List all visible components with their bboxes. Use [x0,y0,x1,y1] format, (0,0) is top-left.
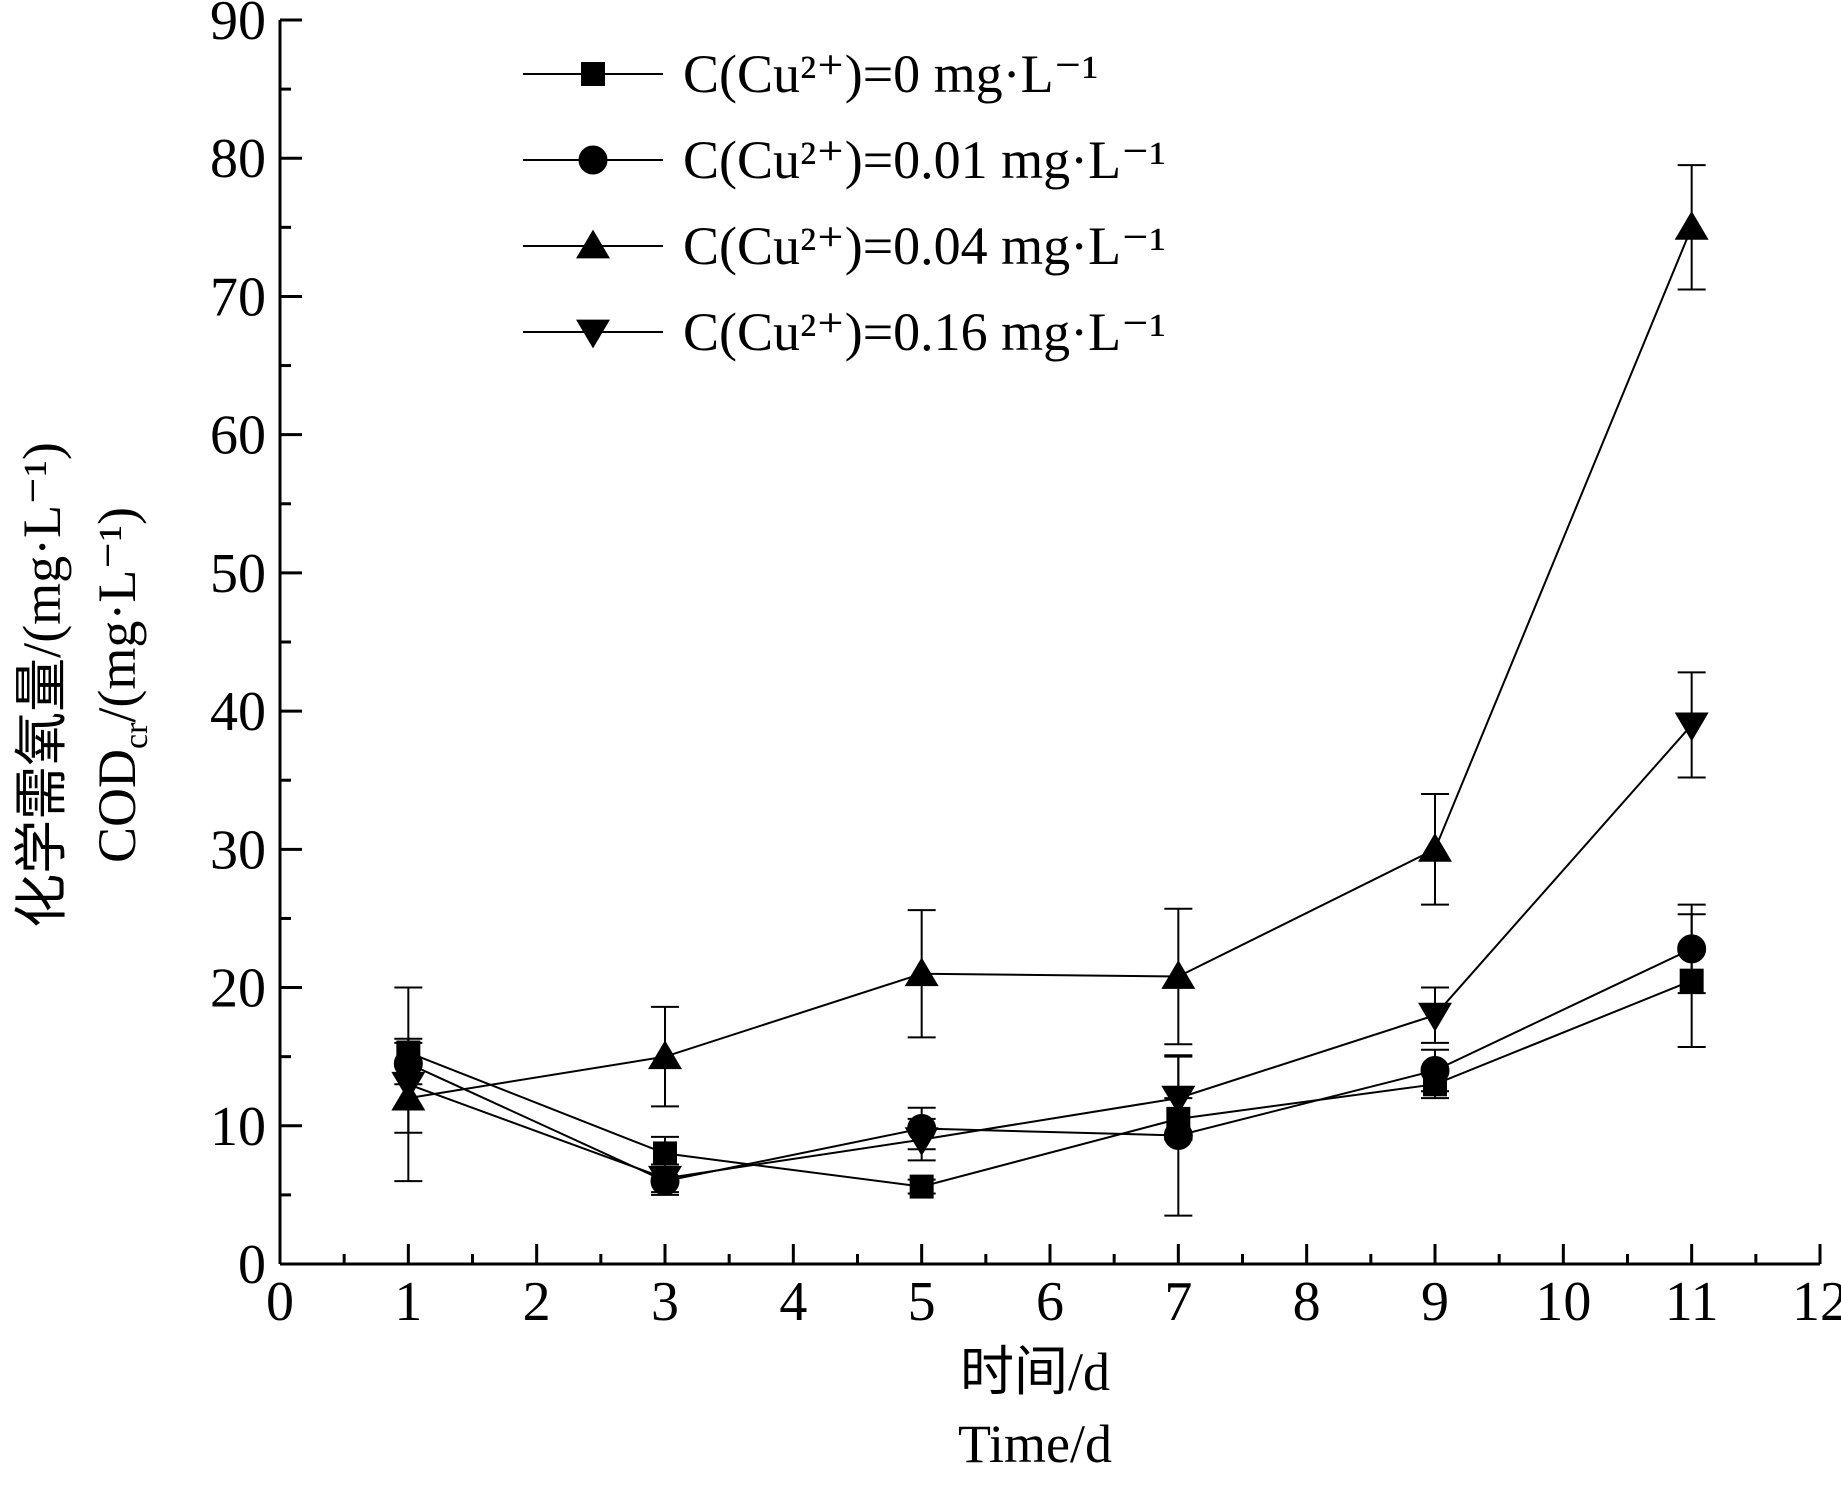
data-point [1418,1002,1452,1032]
x-tick-label: 6 [1036,1271,1064,1333]
legend-text: C(Cu²⁺)=0.01 mg·L⁻¹ [683,130,1166,190]
legend-text: C(Cu²⁺)=0 mg·L⁻¹ [683,44,1098,104]
data-point [1674,210,1709,240]
y-tick-label: 60 [210,405,266,467]
data-point [653,1141,677,1166]
series-line [407,724,1693,1180]
series-group [391,164,1709,1217]
legend-item: C(Cu²⁺)=0 mg·L⁻¹ [523,44,1098,104]
y-axis-ticks: 0 10 20 30 40 50 60 70 80 90 [210,0,302,1296]
data-point [648,1040,682,1070]
legend-item: C(Cu²⁺)=0.04 mg·L⁻¹ [523,216,1166,276]
series-line [407,947,1693,1183]
y-tick-label: 50 [210,543,266,605]
y-axis-label-en-main: COD [87,749,147,863]
series-triangle-down [391,671,1709,1195]
x-axis-label-cn: 时间/d [960,1342,1110,1402]
axes [278,20,1820,1266]
data-point [909,1174,934,1199]
x-tick-label: 0 [266,1271,294,1333]
legend-text: C(Cu²⁺)=0.04 mg·L⁻¹ [683,216,1166,276]
y-axis-label-en-unit: /(mg·L⁻¹) [87,507,147,723]
x-tick-label: 1 [394,1271,422,1333]
y-axis-label-cn: 化学需氧量/(mg·L⁻¹) [12,442,72,928]
legend: C(Cu²⁺)=0 mg·L⁻¹ C(Cu²⁺)=0.01 mg·L⁻¹ C(Cu²… [523,44,1166,362]
data-point [1161,960,1196,989]
legend-item: C(Cu²⁺)=0.01 mg·L⁻¹ [523,130,1166,190]
series-line [407,979,1693,1188]
data-point [648,1165,682,1195]
y-tick-label: 30 [210,819,266,881]
x-tick-label: 10 [1535,1271,1591,1333]
x-tick-label: 5 [908,1271,936,1333]
y-tick-label: 80 [210,128,266,190]
series-circle [393,903,1707,1217]
data-point [904,1127,939,1156]
y-axis-label-en-sub: cr [118,722,155,749]
legend-item: C(Cu²⁺)=0.16 mg·L⁻¹ [523,302,1166,362]
data-point [904,957,939,987]
y-tick-label: 90 [210,0,266,52]
x-tick-label: 12 [1792,1271,1841,1333]
series-line [408,226,1693,1100]
x-tick-label: 3 [651,1271,679,1333]
data-point [1674,712,1709,742]
y-tick-label: 70 [210,266,266,328]
x-tick-label: 9 [1421,1271,1449,1333]
data-point [1677,934,1707,964]
y-tick-label: 10 [210,1096,266,1158]
data-point [1420,1055,1450,1085]
series-square [394,913,1706,1199]
x-tick-label: 4 [779,1271,807,1333]
x-tick-label: 7 [1164,1271,1192,1333]
legend-marker [578,145,608,175]
y-tick-label: 20 [210,958,266,1020]
data-point [1418,832,1452,862]
legend-marker [576,319,610,349]
series-triangle-up [391,164,1709,1134]
x-tick-label: 11 [1665,1271,1719,1333]
data-point [1161,1085,1196,1115]
x-tick-label: 2 [523,1271,551,1333]
x-tick-label: 8 [1293,1271,1321,1333]
legend-marker [581,62,605,86]
data-point [391,1071,426,1101]
legend-text: C(Cu²⁺)=0.16 mg·L⁻¹ [683,302,1166,362]
y-axis-label-en: CODcr/(mg·L⁻¹) [87,507,155,863]
y-tick-label: 40 [210,681,266,743]
x-axis-label-en: Time/d [958,1414,1112,1474]
x-axis-ticks: 0 1 2 3 4 5 6 7 8 9 10 11 12 [266,1244,1841,1333]
legend-marker [576,229,610,259]
y-tick-label: 0 [238,1234,266,1296]
